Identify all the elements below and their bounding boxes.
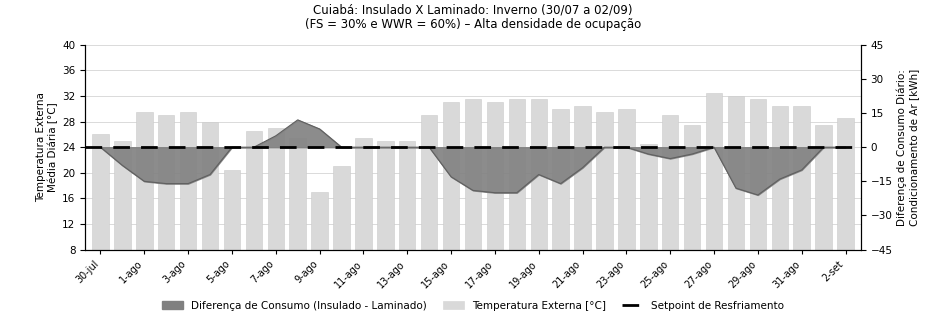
- Bar: [662, 115, 678, 250]
- Bar: [486, 102, 503, 250]
- Bar: [399, 141, 415, 250]
- Bar: [531, 99, 547, 250]
- Bar: [311, 192, 328, 250]
- Bar: [837, 118, 853, 250]
- Bar: [749, 99, 766, 250]
- Bar: [509, 99, 525, 250]
- Bar: [114, 141, 131, 250]
- Bar: [180, 112, 197, 250]
- Bar: [640, 144, 657, 250]
- Bar: [93, 134, 109, 250]
- Bar: [552, 109, 569, 250]
- Bar: [246, 131, 262, 250]
- Bar: [377, 141, 394, 250]
- Bar: [158, 115, 174, 250]
- Bar: [684, 125, 700, 250]
- Text: Cuiabá: Insulado X Laminado: Inverno (30/07 a 02/09)
(FS = 30% e WWR = 60%) – Al: Cuiabá: Insulado X Laminado: Inverno (30…: [305, 3, 641, 31]
- Bar: [815, 125, 832, 250]
- Bar: [289, 138, 306, 250]
- Bar: [136, 112, 152, 250]
- Legend: Diferença de Consumo (Insulado - Laminado), Temperatura Externa [°C], Setpoint d: Diferença de Consumo (Insulado - Laminad…: [158, 296, 788, 315]
- Bar: [443, 102, 460, 250]
- Bar: [421, 115, 437, 250]
- Bar: [618, 109, 635, 250]
- Bar: [574, 106, 591, 250]
- Bar: [355, 138, 372, 250]
- Bar: [333, 166, 350, 250]
- Bar: [201, 122, 219, 250]
- Bar: [224, 170, 240, 250]
- Bar: [794, 106, 810, 250]
- Y-axis label: Diferença de Consumo Diário:
Condicionamento de Ar [kWh]: Diferença de Consumo Diário: Condicionam…: [897, 68, 919, 226]
- Y-axis label: Temperatura Externa
Média Diária [°C]: Temperatura Externa Média Diária [°C]: [36, 92, 58, 202]
- Bar: [706, 93, 722, 250]
- Bar: [772, 106, 788, 250]
- Bar: [727, 96, 745, 250]
- Bar: [596, 112, 613, 250]
- Bar: [268, 128, 284, 250]
- Bar: [464, 99, 482, 250]
